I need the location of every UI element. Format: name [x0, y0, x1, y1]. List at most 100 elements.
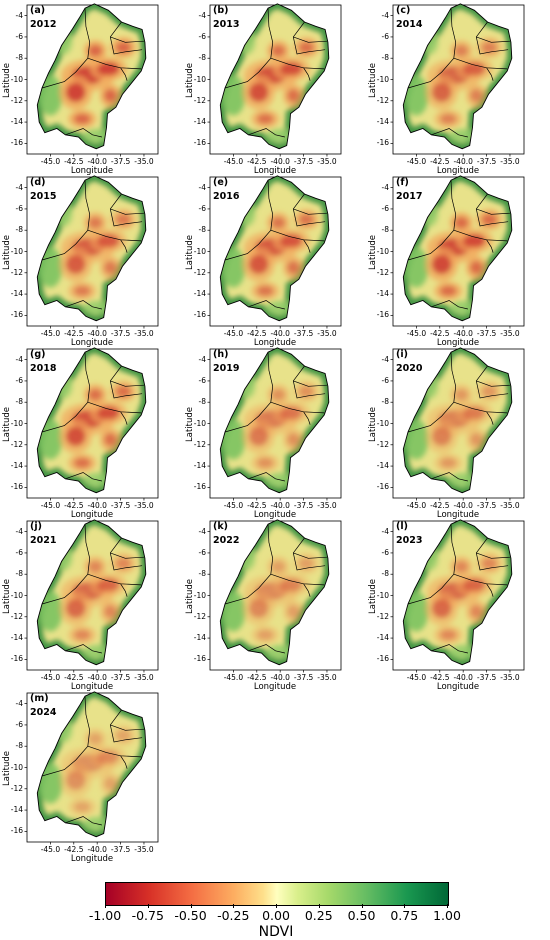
state-border [248, 644, 285, 654]
x-axis-label: Longitude [436, 338, 480, 348]
state-border [475, 365, 509, 399]
colorbar-tick-label: 0.50 [347, 908, 376, 923]
state-border [476, 380, 511, 387]
map-svg [24, 519, 159, 673]
colorbar-tick-label: -0.25 [217, 908, 250, 923]
state-border [476, 208, 511, 215]
map-svg [207, 347, 342, 501]
y-axis-label: Latitude [368, 62, 378, 98]
x-tick-label: -37.5 [293, 501, 314, 510]
y-tick-label: -16 [193, 654, 206, 664]
y-axis-label: Latitude [2, 750, 12, 786]
state-border [224, 352, 274, 433]
y-tick-label: -6 [198, 31, 206, 41]
state-border [224, 180, 274, 261]
x-tick-label: -40.0 [270, 673, 290, 682]
x-tick-label: -40.0 [87, 845, 107, 854]
y-tick-label: -10 [10, 762, 23, 772]
state-border [407, 180, 457, 261]
colorbar-tick-mark [361, 904, 363, 908]
y-tick-label: -6 [381, 203, 389, 213]
state-border [293, 380, 328, 387]
panel-letter: (h) [213, 349, 229, 360]
x-tick-label: -40.0 [270, 329, 290, 338]
x-tick-label: -45.0 [406, 157, 427, 166]
y-axis-label: Latitude [185, 234, 195, 270]
y-tick-label: -12 [10, 783, 23, 793]
state-border [292, 365, 326, 399]
panel-letter: (b) [213, 5, 229, 16]
state-border [120, 411, 128, 425]
state-border [431, 472, 468, 482]
x-tick-label: -37.5 [293, 329, 314, 338]
x-tick-label: -42.5 [64, 501, 84, 510]
panel-letter: (d) [30, 177, 46, 188]
y-axis-label: Latitude [2, 234, 12, 270]
y-tick-label: -10 [10, 418, 23, 428]
panel-letter: (l) [396, 521, 408, 532]
state-border [87, 57, 142, 70]
x-tick-label: -42.5 [430, 157, 450, 166]
y-tick-label: -16 [376, 482, 389, 492]
x-tick-label: -45.0 [40, 673, 61, 682]
x-tick-label: -45.0 [223, 157, 244, 166]
y-tick-label: -10 [193, 74, 206, 84]
map-panel-2017: -4 -6 -8 -10 -12 -14 -16 -45.0 -42.5 -40.0 -37.5 -3… [366, 172, 549, 348]
x-axis-label: Longitude [436, 510, 480, 520]
map-svg [390, 519, 525, 673]
y-tick-label: -16 [376, 310, 389, 320]
y-tick-label: -4 [198, 182, 206, 192]
x-axis-label: Longitude [70, 338, 114, 348]
panel-letter: (g) [30, 349, 46, 360]
x-tick-label: -35.0 [134, 329, 154, 338]
state-border [303, 67, 311, 81]
colorbar-title: NDVI [258, 924, 294, 940]
state-border [65, 816, 102, 826]
y-tick-label: -8 [198, 225, 206, 235]
state-border [110, 36, 145, 43]
x-tick-label: -45.0 [406, 673, 427, 682]
y-tick-label: -10 [376, 418, 389, 428]
region-outline [219, 175, 330, 322]
y-tick-label: -4 [15, 182, 23, 192]
panel-year: 2022 [213, 535, 240, 546]
y-tick-label: -6 [381, 31, 389, 41]
x-tick-label: -40.0 [453, 157, 473, 166]
x-tick-label: -37.5 [110, 501, 131, 510]
state-border [486, 411, 494, 425]
x-tick-label: -42.5 [430, 329, 450, 338]
x-tick-label: -37.5 [110, 329, 131, 338]
y-tick-label: -14 [376, 461, 389, 471]
y-tick-label: -6 [198, 203, 206, 213]
y-tick-label: -6 [381, 375, 389, 385]
state-border [87, 401, 142, 414]
y-tick-label: -6 [15, 375, 23, 385]
x-tick-label: -35.0 [500, 501, 520, 510]
state-border [248, 300, 285, 310]
state-border [292, 193, 326, 227]
y-tick-label: -8 [381, 569, 389, 579]
y-axis-label: Latitude [185, 406, 195, 442]
y-tick-label: -12 [10, 95, 23, 105]
state-border [270, 573, 325, 586]
y-tick-label: -10 [10, 246, 23, 256]
panel-letter: (i) [396, 349, 408, 360]
map-panel-2016: -4 -6 -8 -10 -12 -14 -16 -45.0 -42.5 -40.0 -37.5 -3… [183, 172, 366, 348]
y-tick-label: -16 [10, 138, 23, 148]
y-tick-label: -4 [381, 354, 389, 364]
colorbar-tick-mark [318, 904, 320, 908]
state-border [475, 21, 509, 55]
y-tick-label: -16 [193, 482, 206, 492]
y-tick-label: -12 [376, 439, 389, 449]
state-border [407, 524, 457, 605]
state-border [65, 300, 102, 310]
x-tick-label: -40.0 [270, 157, 290, 166]
panel-year: 2023 [396, 535, 423, 546]
map-svg [390, 175, 525, 329]
region-outline [219, 347, 330, 494]
y-axis-label: Latitude [368, 406, 378, 442]
panel-letter: (e) [213, 177, 229, 188]
y-tick-label: -6 [15, 203, 23, 213]
x-tick-label: -35.0 [500, 673, 520, 682]
state-border [87, 229, 142, 242]
